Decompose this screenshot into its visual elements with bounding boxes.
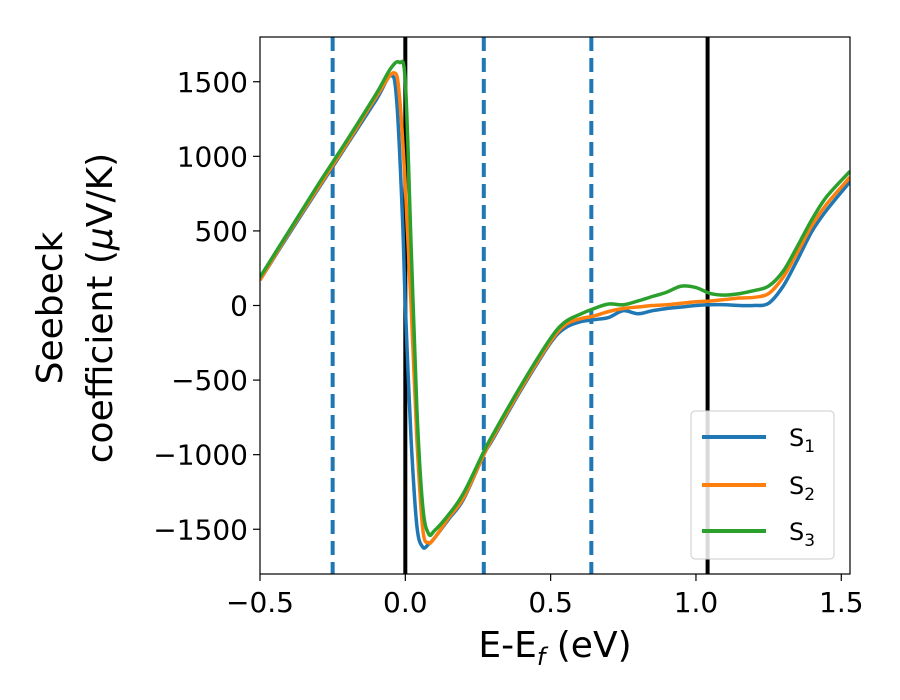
x-tick-label: −0.5 (226, 586, 294, 619)
x-axis: −0.5 0.0 0.5 1.0 1.5 (226, 574, 864, 619)
legend: S1 S2 S3 (690, 410, 835, 560)
x-tick-label: 1.5 (819, 586, 864, 619)
series-lines (260, 59, 850, 550)
series-line-s3 (260, 59, 850, 538)
y-axis: −1500 −1000 −500 0 500 1000 1500 (153, 66, 260, 546)
x-tick-label: 1.0 (674, 586, 719, 619)
y-tick-label: −500 (171, 364, 248, 397)
x-tick-label: 0.0 (383, 586, 428, 619)
y-axis-title-line1: Seebeck (30, 231, 71, 384)
legend-label-s2: S2 (789, 472, 815, 505)
y-tick-label: −1000 (153, 439, 248, 472)
x-tick-label: 0.5 (528, 586, 573, 619)
y-axis-title-line2: coefficient (μV/K) (80, 153, 121, 463)
legend-label-s1: S1 (789, 424, 815, 457)
y-axis-title: Seebeck coefficient (μV/K) (30, 153, 121, 463)
y-tick-label: 500 (195, 215, 248, 248)
y-tick-label: −1500 (153, 513, 248, 546)
y-tick-label: 0 (230, 290, 248, 323)
legend-label-s3: S3 (789, 518, 815, 551)
y-tick-label: 1500 (177, 66, 248, 99)
x-axis-title: E-Ef (eV) (478, 625, 631, 671)
y-tick-label: 1000 (177, 140, 248, 173)
